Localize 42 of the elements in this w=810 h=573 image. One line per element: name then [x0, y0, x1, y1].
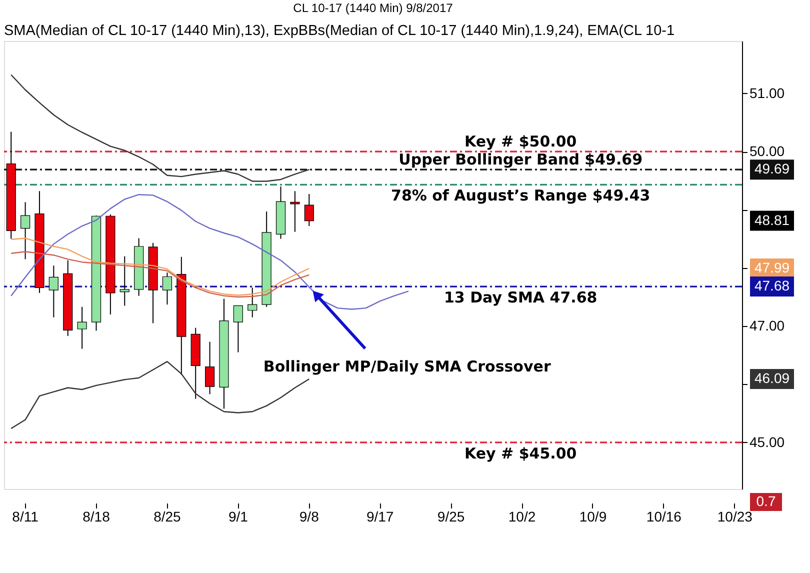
x-tick-label: 9/25: [437, 508, 465, 524]
x-tick-label: 10/2: [508, 508, 536, 524]
candlestick: [248, 287, 258, 318]
x-tick-label: 8/25: [154, 508, 182, 524]
text: 46.09: [754, 370, 790, 386]
ref-line-label: Key # $50.00: [464, 132, 577, 151]
ref-line-label: 78% of August’s Range $49.43: [391, 186, 650, 205]
x-tick-label: 10/16: [646, 508, 682, 524]
candlestick: [77, 306, 87, 350]
x-tick-label: 9/8: [299, 508, 320, 524]
chart-title: CL 10-17 (1440 Min) 9/8/2017: [293, 1, 454, 15]
chart-subtitle: SMA(Median of CL 10-17 (1440 Min),13), ExpBBs(Median of CL 10-17 (1440 Min),1.9,24), EMA(CL 10-1: [4, 23, 675, 39]
candlestick: [48, 265, 58, 318]
ref-line-label: Key # $45.00: [464, 444, 577, 462]
y-tick-label: 51.00: [750, 84, 785, 101]
line-series: [10, 238, 310, 296]
line-series: [10, 251, 310, 298]
x-tick-label: 8/11: [12, 508, 39, 524]
x-tick-label: 10/23: [717, 508, 753, 524]
candlestick: [204, 341, 215, 395]
text: 0.7: [756, 493, 776, 509]
candlestick: [233, 305, 243, 353]
annotation: Bollinger MP/Daily SMA Crossover: [263, 358, 552, 376]
x-tick-label: 9/17: [366, 508, 394, 524]
candlestick: [304, 194, 314, 227]
x-tick-label: 8/18: [82, 508, 110, 524]
x-tick-label: 9/1: [228, 508, 248, 524]
candlestick: [290, 190, 300, 232]
y-tick-label: 47.00: [750, 318, 785, 334]
candlestick: [120, 256, 130, 306]
ref-line-label: Upper Bollinger Band $49.69: [398, 150, 643, 169]
text: 48.81: [754, 212, 790, 228]
ref-line-label: 13 Day SMA 47.68: [444, 288, 598, 307]
text: 47.68: [754, 278, 790, 294]
text: 49.69: [754, 160, 790, 177]
text: 47.99: [754, 259, 790, 276]
x-tick-label: 10/9: [579, 508, 607, 524]
line-series: [10, 74, 310, 182]
candlestick: [162, 272, 172, 306]
y-tick-label: 45.00: [750, 434, 785, 450]
candlestick: [20, 202, 30, 260]
y-tick-label: 50.00: [750, 143, 785, 160]
